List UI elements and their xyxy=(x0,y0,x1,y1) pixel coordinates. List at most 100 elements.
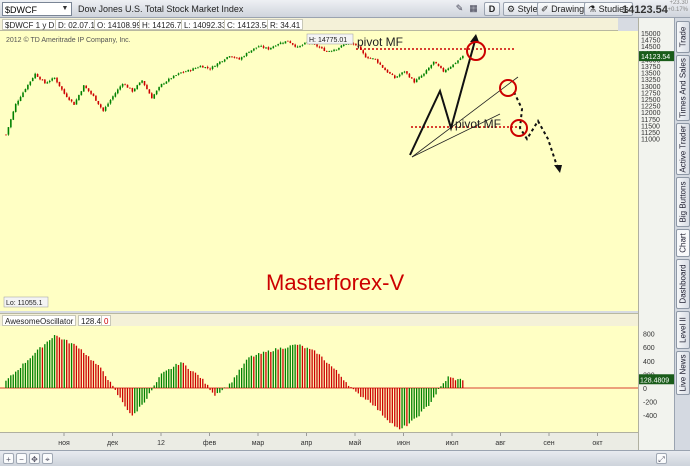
candle-body xyxy=(287,40,289,42)
candle-body xyxy=(199,65,202,68)
oscillator-bar xyxy=(270,351,272,388)
oscillator-bar xyxy=(462,380,464,388)
pan-icon[interactable]: ✥ xyxy=(29,453,40,464)
studies-button-label: Studies xyxy=(598,4,629,14)
tab-dashboard-label: Dashboard xyxy=(678,264,688,304)
oscillator-bar xyxy=(168,369,170,388)
quote-symbol-period[interactable]: $DWCF 1 y D xyxy=(2,19,58,30)
oscillator-name[interactable]: AwesomeOscillator xyxy=(2,315,77,326)
tab-live-news[interactable]: Live News xyxy=(676,351,690,395)
candle-body xyxy=(408,73,411,78)
candle-body xyxy=(340,45,343,48)
zoom-in-icon[interactable]: + xyxy=(3,453,14,464)
tab-times-and-sales[interactable]: Times And Sales xyxy=(676,55,690,121)
oscillator-bar xyxy=(352,388,355,390)
candle-body xyxy=(82,85,85,92)
oscillator-bar xyxy=(63,339,65,388)
price-chart-svg[interactable]: 2012 © TD Ameritrade IP Company, Inc. H:… xyxy=(0,31,638,311)
copyright-text: 2012 © TD Ameritrade IP Company, Inc. xyxy=(6,36,131,44)
candle-body xyxy=(12,111,15,120)
date-tick-label: май xyxy=(349,439,362,447)
symbol-box[interactable]: ▼ xyxy=(2,2,72,16)
oscillator-bar xyxy=(287,347,289,388)
candle-body xyxy=(420,75,423,78)
price-chart[interactable]: 2012 © TD Ameritrade IP Company, Inc. H:… xyxy=(0,31,638,311)
oscillator-bar xyxy=(180,362,182,388)
candle-body xyxy=(398,74,401,77)
tab-active-trader-label: Active Trader xyxy=(678,125,688,173)
tab-dashboard[interactable]: Dashboard xyxy=(676,259,690,309)
candle-body xyxy=(148,89,151,94)
oscillator-bar xyxy=(100,367,102,388)
candle-body xyxy=(386,69,389,73)
tab-trade[interactable]: Trade xyxy=(676,21,690,53)
candle-body xyxy=(168,78,170,82)
candle-body xyxy=(335,49,338,51)
candle-body xyxy=(29,81,32,85)
candle-body xyxy=(250,50,253,53)
studies-button[interactable]: ⚗ Studies xyxy=(584,2,633,16)
zoom-out-icon[interactable]: − xyxy=(16,453,27,464)
tab-active-trader[interactable]: Active Trader xyxy=(676,123,690,175)
candle-body xyxy=(440,65,442,69)
grid-icon[interactable]: ▦ xyxy=(469,3,478,13)
oscillator-bar xyxy=(452,377,454,388)
candle-body xyxy=(172,75,175,79)
candle-body xyxy=(87,88,90,92)
bottom-bar: + − ✥ ⌖ ⤢ xyxy=(0,450,690,466)
oscillator-bar xyxy=(56,335,58,388)
arrow-head-down-icon xyxy=(554,165,562,173)
oscillator-bar xyxy=(299,344,301,388)
candle-body xyxy=(396,76,399,78)
candle-body xyxy=(187,69,190,72)
candle-body xyxy=(265,47,267,49)
candle-body xyxy=(92,93,95,96)
oscillator-bar xyxy=(7,378,10,388)
oscillator-bar xyxy=(121,388,124,403)
candle-body xyxy=(267,47,270,50)
symbol-input[interactable] xyxy=(5,4,55,15)
oscillator-bar xyxy=(360,388,362,397)
oscillator-bar xyxy=(85,354,87,388)
candle-body xyxy=(257,46,260,48)
oscillator-bar xyxy=(435,388,437,395)
quote-open: O: 14108.99 xyxy=(94,19,145,30)
oscillator-bar xyxy=(282,348,284,388)
oscillator-bar xyxy=(153,385,155,388)
price-axis[interactable]: 11000 11250 11500 11750 12000 12250 12500 12750… xyxy=(638,18,675,450)
candle-body xyxy=(391,74,394,76)
tab-big-buttons[interactable]: Big Buttons xyxy=(676,177,690,227)
candle-body xyxy=(185,71,187,73)
oscillator-bar xyxy=(333,368,335,388)
oscillator-bar xyxy=(68,343,70,388)
candle-body xyxy=(138,82,141,86)
oscillator-bar xyxy=(49,340,51,388)
tab-chart[interactable]: Chart xyxy=(676,229,690,257)
oscillator-bar xyxy=(219,388,221,393)
oscillator-bar xyxy=(126,388,129,411)
oscillator-bar xyxy=(425,388,427,407)
oscillator-bar xyxy=(296,344,299,388)
oscillator-bar xyxy=(403,388,406,426)
candle-body xyxy=(418,77,420,80)
candle-body xyxy=(457,60,459,63)
pivot-circle-mid xyxy=(499,79,517,97)
oscillator-bar xyxy=(406,388,408,427)
oscillator-bar xyxy=(309,348,311,388)
oscillator-bar xyxy=(449,377,452,388)
style-button[interactable]: ⚙ Style xyxy=(503,2,542,16)
pencil-icon[interactable]: ✎ xyxy=(455,3,464,13)
candle-body xyxy=(274,45,277,47)
crosshair-icon[interactable]: ⌖ xyxy=(42,453,53,464)
oscillator-bar xyxy=(143,388,146,403)
candle-body xyxy=(58,81,61,87)
pivot-bottom-label: pivot MF xyxy=(455,117,501,131)
chevron-down-icon[interactable]: ▼ xyxy=(61,5,69,12)
tab-level-ii[interactable]: Level II xyxy=(676,311,690,349)
oscillator-chart[interactable] xyxy=(0,326,638,432)
period-button[interactable]: D xyxy=(484,2,500,16)
oscillator-bar xyxy=(391,388,393,424)
expand-icon[interactable]: ⤢ xyxy=(656,453,667,464)
oscillator-bar xyxy=(44,344,46,388)
oscillator-bar xyxy=(454,380,457,388)
